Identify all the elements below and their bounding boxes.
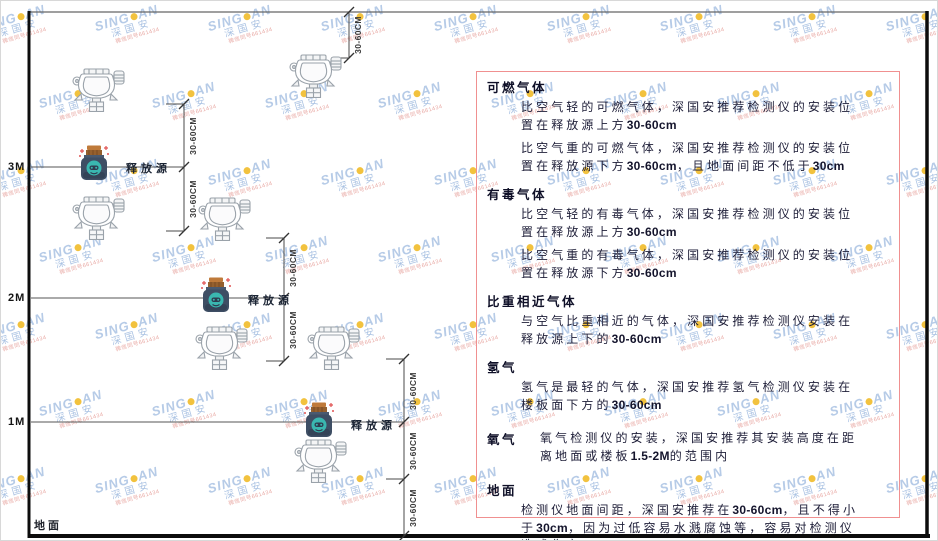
- gas-detector-icon: [72, 68, 125, 112]
- release-source-icon: [201, 277, 231, 312]
- dimension-label: 30-60CM: [288, 310, 298, 349]
- release-source-icon: [304, 402, 334, 437]
- guideline-section: 可燃气体比空气轻的可燃气体，深国安推荐检测仪的安装位置在释放源上方30-60cm…: [487, 77, 889, 175]
- release-source-icon: [79, 145, 109, 180]
- guideline-section: 有毒气体比空气轻的有毒气体，深国安推荐检测仪的安装位置在释放源上方30-60cm…: [487, 184, 889, 282]
- level-label-2m: 2M: [8, 292, 26, 304]
- section-paragraph: 检测仪地面间距，深国安推荐在30-60cm，且不得小于30cm，因为过低容易水溅…: [521, 503, 859, 540]
- guideline-section: 氧气 氧气检测仪的安装，深国安推荐其安装高度在距离地面或楼板1.5-2M的范围内: [487, 420, 889, 471]
- dimension-label: 30-60CM: [408, 371, 418, 410]
- gas-detector-icon: [307, 326, 360, 370]
- guideline-section: 地面 检测仪地面间距，深国安推荐在30-60cm，且不得小于30cm，因为过低容易…: [487, 480, 889, 540]
- dimension-label: 30-60CM: [188, 180, 198, 218]
- section-heading: 地面: [487, 484, 518, 498]
- release-source-label: 释放源: [248, 295, 293, 307]
- release-source-label: 释放源: [351, 420, 396, 432]
- gas-detector-icon: [198, 197, 251, 241]
- dimension-label: 30-60CM: [188, 116, 198, 155]
- gas-detector-icon: [72, 196, 125, 240]
- guideline-section: 比重相近气体与空气比重相近的气体，深国安推荐检测仪安装在释放源上下的30-60c…: [487, 291, 889, 348]
- section-paragraph: 比空气重的可燃气体，深国安推荐检测仪的安装位置在释放源下方30-60cm，且地面…: [521, 141, 854, 173]
- installation-guidelines-panel: 可燃气体比空气轻的可燃气体，深国安推荐检测仪的安装位置在释放源上方30-60cm…: [476, 71, 900, 540]
- gas-detector-icon: [289, 54, 342, 98]
- section-heading: 比重相近气体: [487, 295, 578, 309]
- gas-detector-icon: [195, 326, 248, 370]
- section-heading: 氢气: [487, 361, 518, 375]
- gas-detector-icon: [294, 439, 347, 483]
- dimension-label: 30-60CM: [353, 16, 363, 54]
- dimension-tick: [398, 416, 410, 428]
- guideline-section: 氢气 氢气是最轻的气体，深国安推荐氢气检测仪安装在楼板面下方的30-60cm: [487, 357, 889, 414]
- section-paragraph: 氧气检测仪的安装，深国安推荐其安装高度在距离地面或楼板1.5-2M的范围内: [540, 431, 858, 463]
- section-paragraph: 比空气轻的有毒气体，深国安推荐检测仪的安装位置在释放源上方30-60cm: [521, 207, 854, 239]
- section-paragraph: 氢气是最轻的气体，深国安推荐氢气检测仪安装在楼板面下方的30-60cm: [521, 380, 854, 412]
- dimension-tick: [343, 6, 355, 18]
- section-heading: 有毒气体: [487, 188, 548, 202]
- section-paragraph: 与空气比重相近的气体，深国安推荐检测仪安装在释放源上下的30-60cm: [521, 314, 854, 346]
- release-source-label: 释放源: [126, 163, 171, 175]
- dimension-label: 30-60CM: [288, 249, 298, 287]
- dimension-tick: [178, 161, 190, 173]
- ground-label: 地面: [34, 520, 62, 532]
- level-label-3m: 3M: [8, 161, 26, 173]
- level-label-1m: 1M: [8, 416, 26, 428]
- dimension-tick: [278, 292, 290, 304]
- dimension-label: 30-60CM: [408, 431, 418, 470]
- section-heading: 可燃气体: [487, 81, 548, 95]
- section-heading: 氧气: [487, 433, 518, 447]
- section-paragraph: 比空气轻的可燃气体，深国安推荐检测仪的安装位置在释放源上方30-60cm: [521, 100, 854, 132]
- dimension-label: 30-60CM: [408, 488, 418, 527]
- section-paragraph: 比空气重的有毒气体，深国安推荐检测仪的安装位置在释放源下方30-60cm: [521, 248, 854, 280]
- dimension-tick: [399, 530, 410, 540]
